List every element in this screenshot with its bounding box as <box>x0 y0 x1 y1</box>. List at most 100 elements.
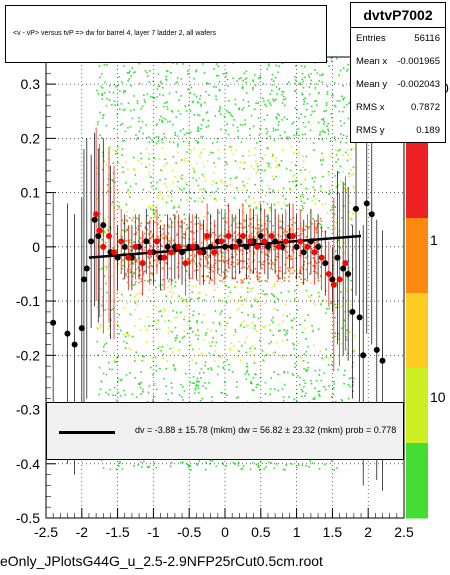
scatter-mark <box>223 282 226 285</box>
scatter-mark <box>143 232 146 235</box>
scatter-mark <box>178 99 180 101</box>
scatter-mark <box>263 468 266 470</box>
scatter-mark <box>272 80 275 82</box>
scatter-mark <box>297 285 299 288</box>
scatter-mark <box>320 118 323 121</box>
scatter-mark <box>223 148 226 151</box>
scatter-mark <box>240 222 242 225</box>
scatter-mark <box>218 260 220 262</box>
scatter-mark <box>290 145 293 148</box>
scatter-mark <box>265 128 267 130</box>
scatter-mark <box>119 90 121 92</box>
scatter-mark <box>301 266 303 269</box>
scatter-mark <box>225 109 228 112</box>
scatter-mark <box>210 329 213 332</box>
scatter-mark <box>162 86 164 89</box>
scatter-mark <box>318 394 320 396</box>
scatter-mark <box>302 268 304 270</box>
scatter-mark <box>117 146 119 148</box>
scatter-mark <box>267 148 270 150</box>
scatter-mark <box>343 122 346 125</box>
scatter-mark <box>185 270 188 272</box>
scatter-mark <box>347 383 349 386</box>
scatter-mark <box>279 270 281 272</box>
scatter-mark <box>110 187 112 189</box>
scatter-mark <box>270 259 272 262</box>
scatter-mark <box>274 270 277 273</box>
scatter-mark <box>217 365 220 368</box>
scatter-mark <box>263 293 266 295</box>
scatter-mark <box>295 134 298 136</box>
scatter-mark <box>272 224 274 227</box>
scatter-mark <box>275 175 277 178</box>
scatter-mark <box>216 141 219 143</box>
scatter-mark <box>129 109 132 112</box>
scatter-mark <box>290 238 293 241</box>
scatter-mark <box>115 361 118 363</box>
scatter-mark <box>155 369 158 372</box>
scatter-mark <box>235 397 238 399</box>
scatter-mark <box>337 149 340 152</box>
scatter-mark <box>226 185 228 187</box>
scatter-mark <box>215 86 217 88</box>
x-tick-label: 2.5 <box>394 524 414 540</box>
scatter-mark <box>284 249 286 252</box>
scatter-mark <box>246 262 249 265</box>
scatter-mark <box>109 146 111 148</box>
scatter-mark <box>134 71 136 73</box>
scatter-mark <box>311 324 313 327</box>
scatter-mark <box>210 345 212 347</box>
scatter-mark <box>157 248 160 251</box>
scatter-mark <box>328 174 330 176</box>
scatter-mark <box>161 198 164 200</box>
scatter-mark <box>307 188 309 191</box>
scatter-mark <box>196 321 198 324</box>
scatter-mark <box>163 136 166 139</box>
scatter-mark <box>237 299 240 301</box>
scatter-mark <box>146 228 149 231</box>
scatter-mark <box>199 400 202 402</box>
scatter-mark <box>106 192 108 194</box>
scatter-mark <box>113 217 116 220</box>
scatter-mark <box>169 290 172 293</box>
scatter-mark <box>227 111 230 113</box>
scatter-mark <box>113 84 116 86</box>
profile-point <box>80 276 87 283</box>
scatter-mark <box>275 117 278 120</box>
scatter-mark <box>242 242 245 245</box>
scatter-mark <box>179 340 181 343</box>
scatter-mark <box>277 373 279 376</box>
scatter-mark <box>272 154 274 157</box>
profile-point <box>264 243 271 250</box>
scatter-mark <box>330 355 332 357</box>
scatter-mark <box>353 211 356 214</box>
scatter-mark <box>234 286 236 289</box>
scatter-mark <box>341 400 344 402</box>
scatter-mark <box>146 214 149 217</box>
scatter-mark <box>251 389 254 391</box>
scatter-mark <box>188 191 191 193</box>
scatter-mark <box>102 114 105 116</box>
scatter-mark <box>347 314 350 317</box>
scatter-mark <box>178 225 180 227</box>
scatter-mark <box>343 382 345 385</box>
scatter-mark <box>250 218 253 221</box>
scatter-mark <box>236 263 239 266</box>
scatter-mark <box>165 237 168 239</box>
scatter-mark <box>192 314 194 316</box>
scatter-mark <box>156 223 159 225</box>
scatter-mark <box>301 464 304 467</box>
scatter-mark <box>272 190 274 193</box>
y-tick-label: -0.1 <box>16 293 40 309</box>
scatter-mark <box>157 260 160 262</box>
scatter-mark <box>204 382 206 384</box>
scatter-mark <box>134 325 136 328</box>
scatter-mark <box>180 199 182 201</box>
scatter-mark <box>225 72 228 74</box>
scatter-mark <box>237 249 240 251</box>
scatter-mark <box>158 346 161 348</box>
scatter-mark <box>297 464 300 466</box>
scatter-mark <box>241 224 244 227</box>
scatter-mark <box>315 272 318 274</box>
scatter-mark <box>207 82 210 85</box>
